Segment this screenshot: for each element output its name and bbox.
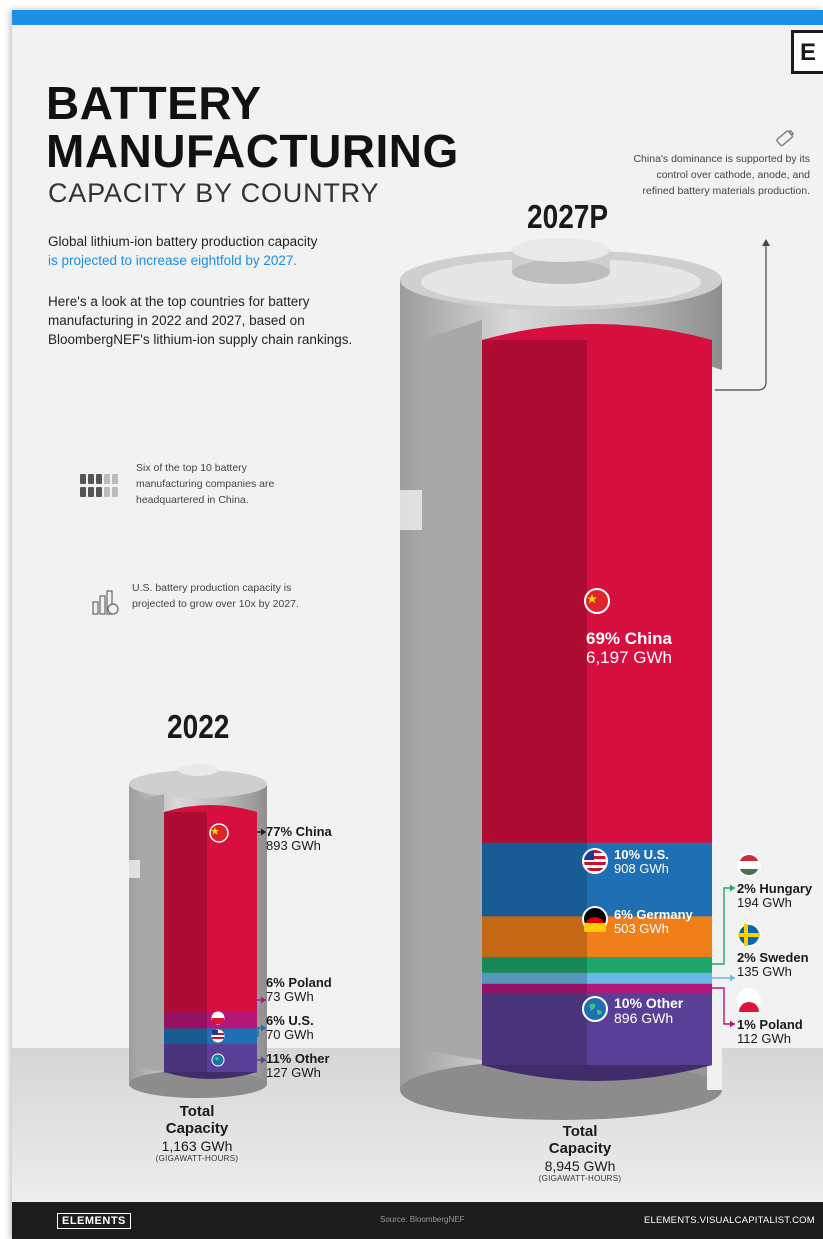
connector-2027-hungary (712, 887, 735, 965)
flag-us-2027 (582, 848, 608, 874)
label-2027-germany: 6% Germany 503 GWh (614, 907, 693, 937)
segment-2027P-hungary (587, 956, 712, 973)
label-2022-china: 77% China 893 GWh (266, 824, 332, 854)
china-note-arrowhead (762, 239, 770, 246)
segment-2027P-germany-side (482, 915, 587, 958)
footer-source: Source: BloombergNEF (380, 1215, 465, 1224)
segment-2027P-us-side (482, 842, 587, 917)
segment-2027P-sweden (587, 972, 712, 984)
segment-2022-other-side (164, 1043, 207, 1073)
segment-2022-china-side (164, 812, 207, 1013)
intro-paragraph-1: Global lithium-ion battery production ca… (48, 232, 388, 270)
segment-2022-china (207, 812, 257, 1013)
battery-cell-icon (776, 129, 795, 147)
label-2027-other: 10% Other 896 GWh (614, 995, 684, 1027)
segment-2027P-us (587, 842, 712, 917)
segment-2027P-poland (587, 983, 712, 993)
note-companies: Six of the top 10 battery manufacturing … (136, 462, 275, 506)
infographic-card: E BATTERY MANUFACTURING CAPACITY BY COUN… (12, 10, 823, 1239)
stack-base-2022 (164, 1072, 257, 1079)
title-line-1: BATTERY (46, 77, 262, 129)
segment-2027P-china-side (482, 340, 587, 843)
capacity-stack-2027 (482, 324, 712, 1081)
label-2027-hungary: 2% Hungary 194 GWh (737, 881, 813, 911)
footer: ELEMENTS Source: BloombergNEF ELEMENTS.V… (12, 1202, 823, 1239)
stack-top-cap-2027P (482, 324, 712, 340)
title-line-2: MANUFACTURING (46, 125, 459, 177)
intro-text: Global lithium-ion battery production ca… (48, 234, 318, 249)
label-2027-poland: 1% Poland 112 GWh (737, 1017, 803, 1047)
segment-2027P-hungary-side (482, 956, 587, 973)
intro-paragraph-2: Here's a look at the top countries for b… (48, 294, 353, 347)
label-2022-poland: 6% Poland 73 GWh (266, 975, 332, 1005)
flag-poland-2027 (737, 988, 761, 1012)
label-connectors (250, 828, 735, 1064)
segment-2027P-germany (587, 915, 712, 958)
segment-2027P-poland-side (482, 983, 587, 993)
flag-china-2027 (584, 588, 610, 614)
logo-tab: E (791, 30, 823, 74)
flag-hungary (737, 853, 761, 877)
growth-chart-icon (92, 590, 119, 615)
connector-2022-china-arrowhead (261, 828, 266, 836)
total-capacity-2027: Total Capacity 8,945 GWh (GIGAWATT-HOURS… (538, 1123, 622, 1183)
connector-2022-other-arrowhead (261, 1056, 266, 1064)
flag-poland-2022 (211, 1011, 225, 1025)
segment-2022-us-side (164, 1027, 207, 1045)
connector-2022-poland-arrowhead (261, 996, 266, 1004)
stack-base-2027P (482, 1065, 712, 1081)
connector-2027-poland (712, 987, 735, 1025)
footer-url[interactable]: ELEMENTS.VISUALCAPITALIST.COM (644, 1215, 815, 1226)
note-china-dominance: China's dominance is supported by its co… (633, 153, 810, 197)
connector-2027-poland-arrowhead (730, 1020, 735, 1028)
segment-2027P-china (587, 340, 712, 843)
flag-germany-2027 (582, 906, 608, 932)
globe-icon-2027 (582, 996, 608, 1022)
connector-2027-hungary-arrowhead (730, 884, 735, 892)
label-2022-other: 11% Other 127 GWh (266, 1051, 330, 1081)
intro-highlight: is projected to increase eightfold by 20… (48, 253, 298, 268)
connector-2022-us-arrowhead (261, 1024, 266, 1032)
subtitle: CAPACITY BY COUNTRY (48, 178, 380, 208)
footer-brand: ELEMENTS (57, 1213, 131, 1229)
note-us-growth: U.S. battery production capacity is proj… (132, 582, 299, 610)
segment-2027P-other-side (482, 992, 587, 1066)
segment-2022-poland-side (164, 1011, 207, 1029)
globe-icon-2022 (211, 1053, 225, 1067)
label-2022-us: 6% U.S. 70 GWh (266, 1013, 314, 1043)
battery-charts (12, 238, 823, 1202)
label-2027-china: 69% China 6,197 GWh (586, 629, 672, 667)
year-label-2022: 2022 (167, 708, 230, 745)
flag-china-2022 (209, 823, 229, 843)
label-2027-sweden: 2% Sweden 135 GWh (737, 950, 809, 980)
top-accent-bar (12, 10, 823, 25)
segment-2027P-other (587, 992, 712, 1066)
connector-2027-sweden-arrowhead (730, 974, 735, 982)
flag-sweden (737, 923, 761, 947)
flag-us-2022 (211, 1029, 225, 1043)
label-2027-us: 10% U.S. 908 GWh (614, 847, 669, 877)
factory-grid-icon (80, 474, 118, 497)
total-capacity-2022: Total Capacity 1,163 GWh (GIGAWATT-HOURS… (155, 1103, 239, 1163)
stack-top-cap-2022 (164, 805, 257, 812)
segment-2027P-sweden-side (482, 972, 587, 984)
year-label-2027: 2027P (527, 198, 609, 235)
china-note-connector (715, 241, 767, 391)
